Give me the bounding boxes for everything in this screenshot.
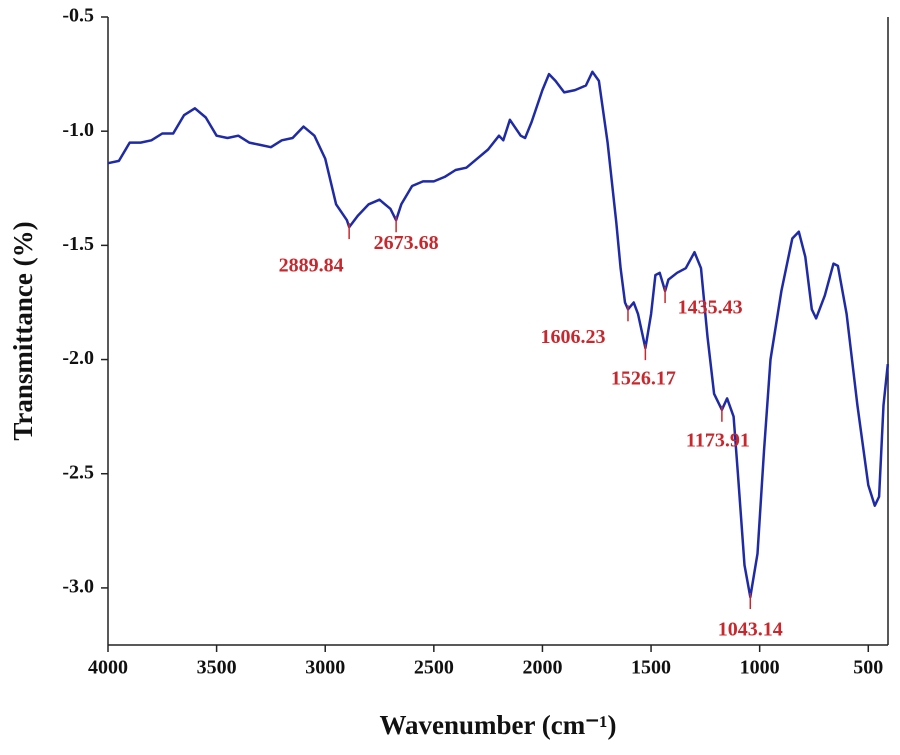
peak-label: 1435.43: [678, 297, 743, 319]
x-tick-label: 1000: [740, 657, 780, 679]
y-tick-label: -1.5: [62, 233, 94, 255]
x-axis-label: Wavenumber (cm⁻¹): [379, 710, 616, 740]
y-tick-label: -2.5: [62, 461, 94, 483]
peak-label: 2889.84: [279, 255, 344, 277]
x-tick-label: 2000: [522, 657, 562, 679]
x-tick-label: 4000: [88, 657, 128, 679]
peak-label: 1526.17: [611, 368, 676, 390]
x-tick-label: 500: [853, 657, 883, 679]
x-tick-label: 1500: [631, 657, 671, 679]
peak-label: 2673.68: [374, 232, 439, 254]
x-tick-label: 2500: [414, 657, 454, 679]
y-tick-label: -2.0: [62, 347, 94, 369]
y-axis-label: Transmittance (%): [8, 221, 38, 440]
y-tick-label: -1.0: [62, 119, 94, 141]
y-tick-label: -3.0: [62, 576, 94, 598]
x-tick-label: 3500: [197, 657, 237, 679]
peak-label: 1606.23: [540, 326, 605, 348]
y-tick-label: -0.5: [62, 5, 94, 27]
peak-label: 1173.91: [686, 429, 750, 451]
spectrum-line: [107, 70, 890, 599]
peak-label: 1043.14: [718, 619, 783, 641]
x-tick-label: 3000: [305, 657, 345, 679]
